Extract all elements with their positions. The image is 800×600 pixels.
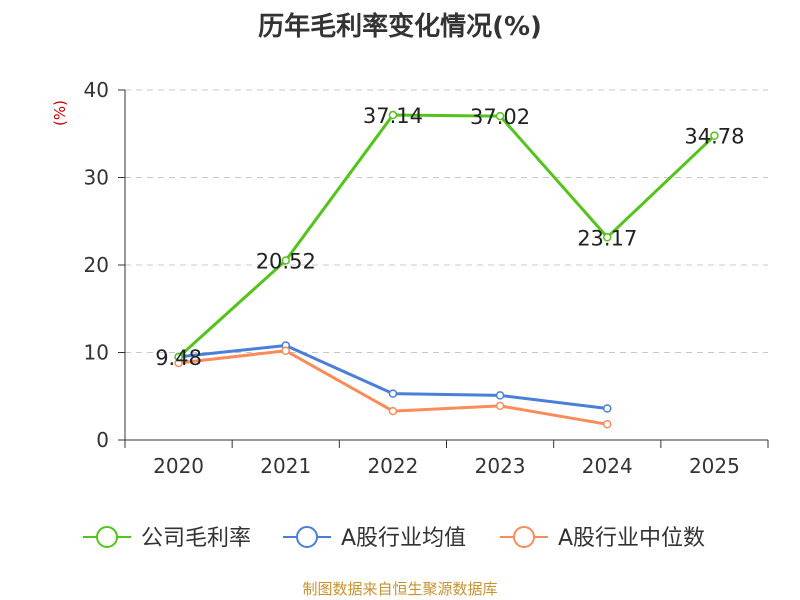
legend-marker <box>513 526 535 548</box>
data-label: 23.17 <box>577 226 637 250</box>
data-point <box>710 131 719 140</box>
y-tick-label: 20 <box>84 253 109 277</box>
chart-title: 历年毛利率变化情况(%) <box>258 12 542 42</box>
legend-label: A股行业中位数 <box>558 526 705 551</box>
data-point <box>281 346 290 355</box>
data-label: 37.14 <box>363 104 423 128</box>
legend-marker <box>296 526 318 548</box>
data-point <box>603 404 612 413</box>
data-point <box>603 420 612 429</box>
data-point <box>388 110 398 120</box>
y-tick-label: 0 <box>96 428 109 452</box>
data-label: 34.78 <box>684 125 744 149</box>
data-point <box>174 352 183 362</box>
data-point <box>495 391 505 400</box>
series-line <box>177 113 716 359</box>
data-label: 9.48 <box>155 346 202 370</box>
data-source-note: 制图数据来自恒生聚源数据库 <box>302 580 498 598</box>
data-point <box>388 389 398 398</box>
legend-label: A股行业均值 <box>341 526 466 551</box>
data-label: 37.02 <box>470 105 530 129</box>
y-tick-label: 30 <box>84 166 109 190</box>
x-tick-label: 2020 <box>153 454 204 478</box>
legend-marker <box>96 526 118 548</box>
data-point <box>495 401 505 411</box>
x-tick-label: 2024 <box>582 454 633 478</box>
x-tick-label: 2022 <box>367 454 418 478</box>
x-tick-label: 2023 <box>475 454 526 478</box>
data-point <box>603 233 612 242</box>
x-tick-label: 2021 <box>260 454 311 478</box>
data-point <box>281 256 290 265</box>
y-tick-label: 10 <box>84 341 109 365</box>
data-point <box>495 111 505 121</box>
legend-label: 公司毛利率 <box>141 526 251 551</box>
y-tick-label: 40 <box>84 78 109 102</box>
x-tick-label: 2025 <box>689 454 740 478</box>
data-point <box>388 406 398 416</box>
data-label: 20.52 <box>256 249 316 273</box>
